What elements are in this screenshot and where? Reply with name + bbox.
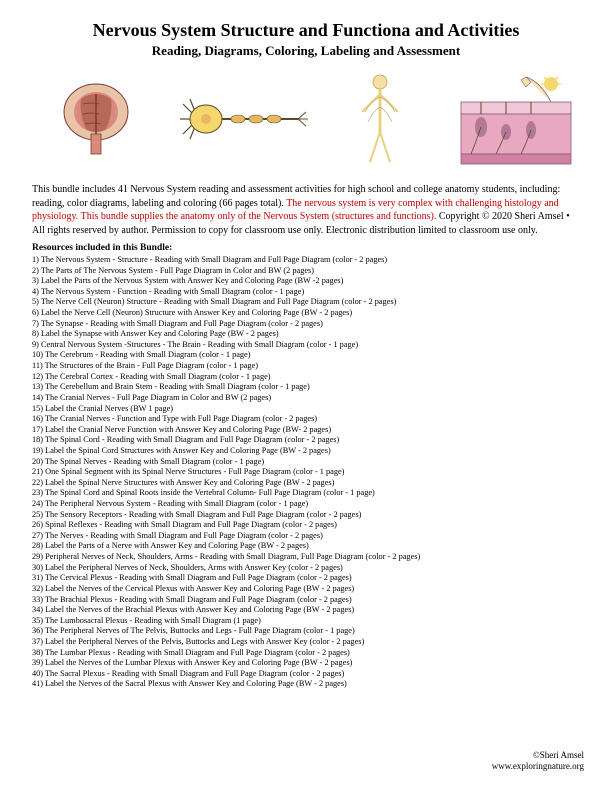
resource-item: 32) Label the Nerves of the Cervical Ple… (32, 584, 580, 595)
resource-item: 28) Label the Parts of a Nerve with Answ… (32, 541, 580, 552)
resource-item: 41) Label the Nerves of the Sacral Plexu… (32, 679, 580, 690)
resource-item: 21) One Spinal Segment with its Spinal N… (32, 467, 580, 478)
resource-item: 14) The Cranial Nerves - Full Page Diagr… (32, 393, 580, 404)
resources-heading: Resources included in this Bundle: (32, 243, 580, 253)
skin-image (452, 72, 580, 167)
resource-item: 37) Label the Peripheral Nerves of the P… (32, 637, 580, 648)
resource-item: 20) The Spinal Nerves - Reading with Sma… (32, 457, 580, 468)
resource-item: 17) Label the Cranial Nerve Function wit… (32, 425, 580, 436)
resource-item: 25) The Sensory Receptors - Reading with… (32, 510, 580, 521)
intro-paragraph: This bundle includes 41 Nervous System r… (32, 183, 580, 237)
resource-item: 39) Label the Nerves of the Lumbar Plexu… (32, 658, 580, 669)
footer-copyright: ©Sheri Amsel (492, 750, 584, 761)
resource-item: 1) The Nervous System - Structure - Read… (32, 255, 580, 266)
resource-item: 8) Label the Synapse with Answer Key and… (32, 329, 580, 340)
resource-item: 4) The Nervous System - Function - Readi… (32, 287, 580, 298)
resource-item: 11) The Structures of the Brain - Full P… (32, 361, 580, 372)
resource-item: 2) The Parts of The Nervous System - Ful… (32, 266, 580, 277)
resource-item: 7) The Synapse - Reading with Small Diag… (32, 319, 580, 330)
resource-item: 5) The Nerve Cell (Neuron) Structure - R… (32, 297, 580, 308)
resource-item: 24) The Peripheral Nervous System - Read… (32, 499, 580, 510)
resource-item: 40) The Sacral Plexus - Reading with Sma… (32, 669, 580, 680)
resource-item: 36) The Peripheral Nerves of The Pelvis,… (32, 626, 580, 637)
neuron-image (168, 72, 308, 167)
resource-item: 30) Label the Peripheral Nerves of Neck,… (32, 563, 580, 574)
image-row (32, 69, 580, 169)
body-image (316, 72, 444, 167)
page-subtitle: Reading, Diagrams, Coloring, Labeling an… (32, 43, 580, 59)
resource-item: 19) Label the Spinal Cord Structures wit… (32, 446, 580, 457)
resource-item: 26) Spinal Reflexes - Reading with Small… (32, 520, 580, 531)
footer: ©Sheri Amsel www.exploringnature.org (492, 750, 584, 772)
resource-item: 38) The Lumbar Plexus - Reading with Sma… (32, 648, 580, 659)
resource-item: 31) The Cervical Plexus - Reading with S… (32, 573, 580, 584)
resource-item: 35) The Lumbosacral Plexus - Reading wit… (32, 616, 580, 627)
resource-item: 10) The Cerebrum - Reading with Small Di… (32, 350, 580, 361)
resource-item: 18) The Spinal Cord - Reading with Small… (32, 435, 580, 446)
resource-item: 16) The Cranial Nerves - Function and Ty… (32, 414, 580, 425)
footer-url: www.exploringnature.org (492, 761, 584, 772)
resource-item: 27) The Nerves - Reading with Small Diag… (32, 531, 580, 542)
resource-item: 9) Central Nervous System -Structures - … (32, 340, 580, 351)
resource-item: 15) Label the Cranial Nerves (BW 1 page) (32, 404, 580, 415)
resource-item: 6) Label the Nerve Cell (Neuron) Structu… (32, 308, 580, 319)
resource-item: 13) The Cerebellum and Brain Stem - Read… (32, 382, 580, 393)
resource-item: 23) The Spinal Cord and Spinal Roots ins… (32, 488, 580, 499)
resource-item: 29) Peripheral Nerves of Neck, Shoulders… (32, 552, 580, 563)
resource-item: 34) Label the Nerves of the Brachial Ple… (32, 605, 580, 616)
resource-item: 3) Label the Parts of the Nervous System… (32, 276, 580, 287)
brain-image (32, 72, 160, 167)
page-title: Nervous System Structure and Functiona a… (32, 20, 580, 41)
resource-item: 33) The Brachial Plexus - Reading with S… (32, 595, 580, 606)
resource-item: 12) The Cerebral Cortex - Reading with S… (32, 372, 580, 383)
resource-list: 1) The Nervous System - Structure - Read… (32, 255, 580, 690)
resource-item: 22) Label the Spinal Nerve Structures wi… (32, 478, 580, 489)
